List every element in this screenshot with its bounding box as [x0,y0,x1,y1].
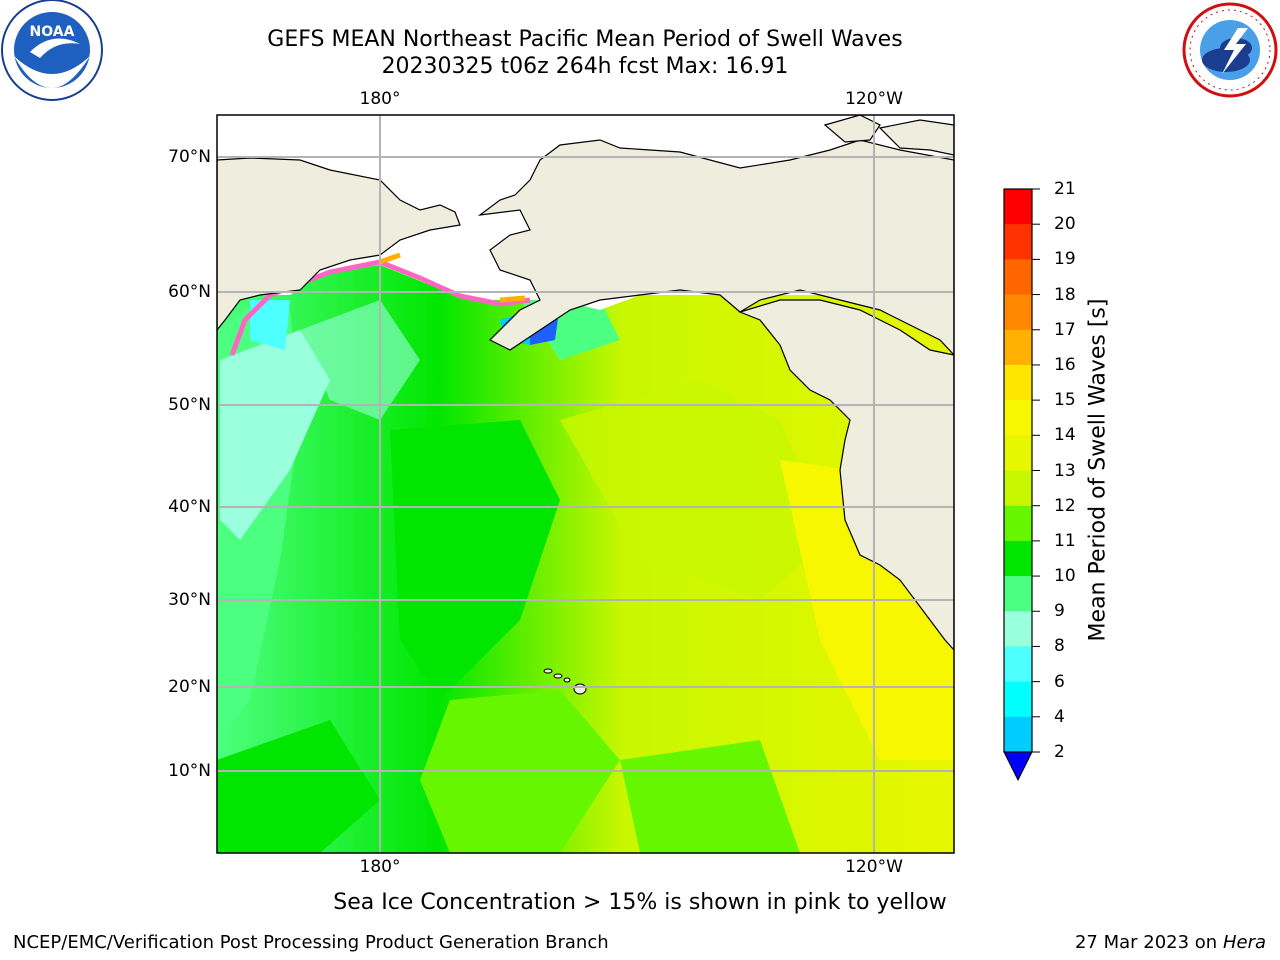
colorbar [1003,188,1040,782]
noaa-logo: NOAA [1,0,103,101]
chart-subtitle: 20230325 t06z 264h fcst Max: 16.91 [381,54,789,79]
colorbar-cell [1004,259,1032,296]
colorbar-tick-label: 2 [1054,742,1065,762]
lat-label-30n: 30°N [168,590,211,610]
colorbar-tick-label: 17 [1054,319,1076,340]
colorbar-cell [1004,646,1032,683]
colorbar-cell [1004,505,1032,542]
colorbar-cell [1004,189,1032,225]
colorbar-tick-label: 12 [1054,495,1076,516]
map-frame [216,114,955,854]
colorbar-tick-label: 6 [1054,671,1065,692]
colorbar-tick-label: 19 [1054,249,1076,270]
lat-label-50n: 50°N [168,395,211,415]
chart-title: GEFS MEAN Northeast Pacific Mean Period … [267,27,903,52]
lon-label-bottom-180: 180° [359,857,401,877]
colorbar-cell [1004,224,1032,260]
colorbar-cell [1004,294,1032,331]
colorbar-tick-label: 4 [1054,706,1065,727]
colorbar-cell [1004,716,1032,753]
colorbar-tick-label: 18 [1054,284,1076,305]
colorbar-tick-label: 10 [1054,566,1076,587]
colorbar-cell [1004,681,1032,718]
colorbar-cell [1004,400,1032,436]
lon-label-top-120w: 120°W [845,89,903,109]
colorbar-cell [1004,364,1032,401]
graticule [217,115,954,853]
colorbar-tick-label: 16 [1054,354,1076,375]
nws-logo [1182,2,1278,98]
colorbar-extend-triangle [1003,751,1033,782]
colorbar-tick-label: 15 [1054,390,1076,411]
colorbar-tick-label: 21 [1054,179,1076,199]
colorbar-tick-label: 11 [1054,530,1076,551]
lon-label-bottom-120w: 120°W [845,857,903,877]
host-name: Hera [1222,932,1266,953]
date-stamp: 27 Mar 2023 on Hera [1075,932,1266,953]
colorbar-tick-label: 8 [1054,636,1065,657]
colorbar-cell [1004,470,1032,507]
colorbar-tick-label: 9 [1054,601,1065,622]
land [217,115,954,651]
lat-label-70n: 70°N [168,147,211,167]
lat-label-40n: 40°N [168,497,211,517]
colorbar-title: Mean Period of Swell Waves [s] [1085,298,1111,642]
colorbar-cell [1004,611,1032,647]
lat-label-60n: 60°N [168,282,211,302]
colorbar-tick-label: 20 [1054,214,1076,235]
lat-label-10n: 10°N [168,761,211,781]
colorbar-tick-label: 14 [1054,425,1076,446]
svg-text:NOAA: NOAA [30,24,75,40]
sea-ice-note: Sea Ice Concentration > 15% is shown in … [333,890,947,915]
colorbar-cell [1004,576,1032,612]
colorbar-cell [1004,329,1032,366]
lat-label-20n: 20°N [168,677,211,697]
date-text: 27 Mar 2023 on [1074,932,1218,953]
colorbar-tick-label: 13 [1054,460,1076,481]
colorbar-cell [1004,540,1032,577]
colorbar-cell [1004,435,1032,471]
credit-text: NCEP/EMC/Verification Post Processing Pr… [13,932,609,953]
lon-label-top-180: 180° [359,89,401,109]
